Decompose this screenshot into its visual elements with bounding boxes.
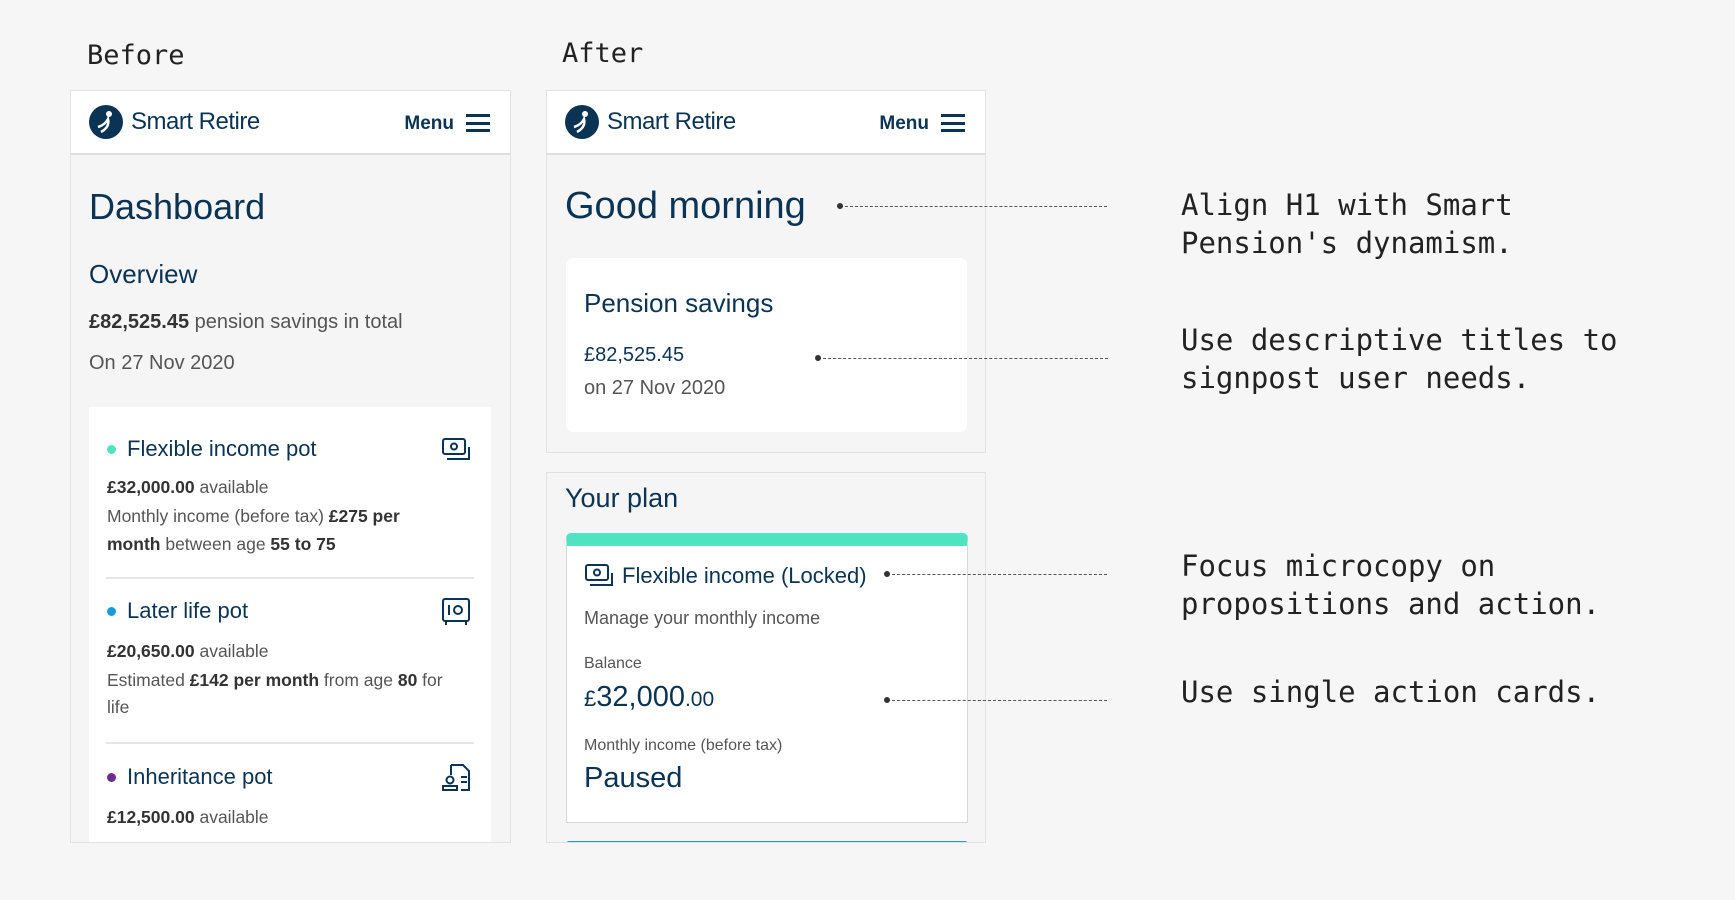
pots-card: Flexible income pot £32,000.00 available… — [89, 407, 491, 842]
connector-line — [884, 571, 1107, 577]
card-title: Flexible income (Locked) — [622, 563, 867, 588]
divider — [106, 742, 474, 744]
app-header: Smart Retire Menu — [71, 91, 510, 155]
before-label: Before — [87, 40, 185, 71]
menu-button[interactable]: Menu — [404, 113, 454, 134]
cash-icon — [585, 564, 613, 586]
connector-line — [837, 203, 1107, 209]
cash-icon — [442, 438, 470, 460]
savings-amount: £82,525.45 — [584, 344, 685, 366]
annotation-h1: Align H1 with Smart Pension's dynamism. — [1181, 188, 1513, 260]
divider — [106, 577, 474, 579]
brand-name: Smart Retire — [607, 108, 736, 135]
flexible-income-card[interactable]: Flexible income (Locked) Manage your mon… — [566, 533, 968, 823]
pot-color-dot — [107, 773, 116, 782]
next-card-edge — [566, 841, 968, 842]
income-value: Paused — [584, 762, 683, 794]
annotation-microcopy: Focus microcopy on propositions and acti… — [1181, 549, 1601, 621]
after-label: After — [562, 38, 644, 69]
will-document-icon — [442, 764, 470, 791]
brand-name: Smart Retire — [131, 108, 260, 135]
connector-line — [815, 355, 1108, 361]
pension-savings-card[interactable]: Pension savings £82,525.45 on 27 Nov 202… — [566, 258, 967, 432]
after-screen-plan: Your plan Flexible income (Locked) Manag… — [546, 472, 986, 843]
smart-retire-logo-icon[interactable] — [565, 105, 599, 139]
after-screen-top: Smart Retire Menu Good morning Pension s… — [546, 90, 986, 453]
total-savings: £82,525.45 pension savings in total — [89, 311, 403, 333]
pot-name: Flexible income pot — [127, 436, 317, 461]
annotation-cards: Use single action cards. — [1181, 675, 1601, 709]
balance-label: Balance — [584, 655, 642, 672]
before-screen: Smart Retire Menu Dashboard Overview £82… — [70, 90, 511, 843]
pot-name: Later life pot — [127, 598, 249, 623]
overview-heading: Overview — [89, 259, 198, 289]
pot-color-dot — [107, 607, 116, 616]
app-header: Smart Retire Menu — [547, 91, 985, 155]
card-title: Pension savings — [584, 288, 774, 318]
pot-color-dot — [107, 445, 116, 454]
connector-line — [884, 697, 1107, 703]
savings-date: on 27 Nov 2020 — [584, 377, 726, 399]
annotation-titles: Use descriptive titles to signpost user … — [1181, 323, 1618, 395]
income-label: Monthly income (before tax) — [584, 737, 783, 754]
safe-icon — [442, 598, 470, 625]
hamburger-icon[interactable] — [941, 114, 965, 132]
hamburger-icon[interactable] — [466, 114, 490, 132]
pot-name: Inheritance pot — [127, 764, 273, 789]
smart-retire-logo-icon[interactable] — [89, 105, 123, 139]
savings-date: On 27 Nov 2020 — [89, 352, 235, 374]
greeting-title: Good morning — [565, 185, 806, 227]
balance-value: £32,000.00 — [584, 681, 715, 713]
plan-heading: Your plan — [565, 483, 679, 513]
card-subtitle: Manage your monthly income — [584, 608, 821, 628]
menu-button[interactable]: Menu — [879, 113, 929, 134]
page-title: Dashboard — [89, 186, 266, 227]
